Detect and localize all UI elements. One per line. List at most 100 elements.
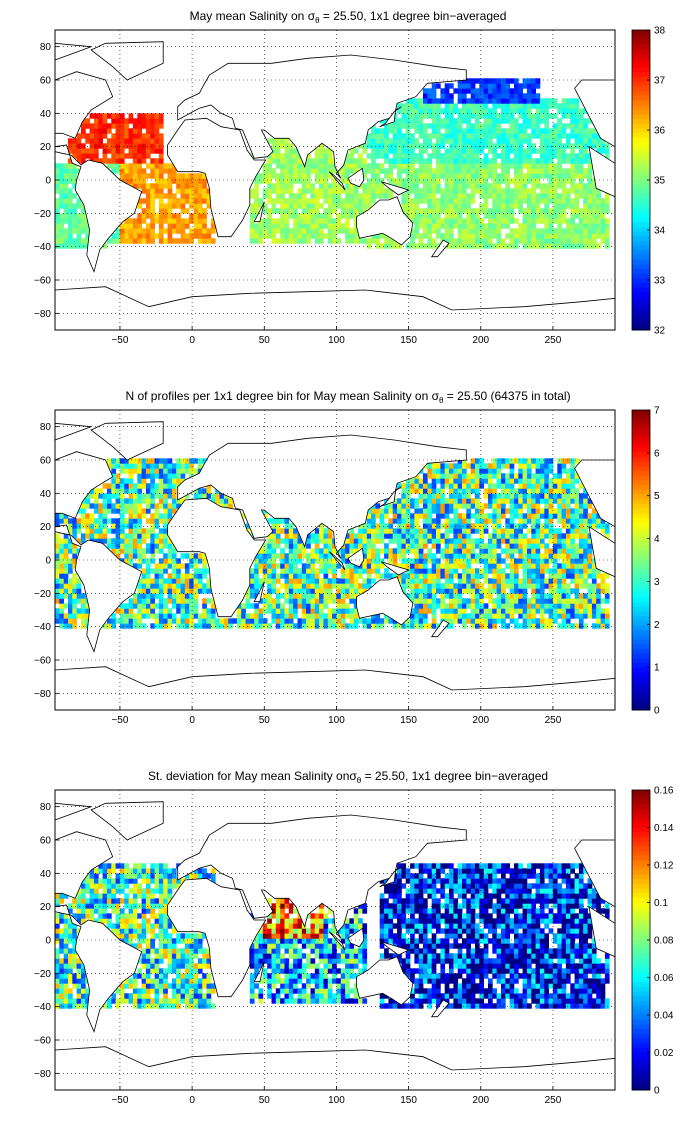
- heatmap-cell: [323, 618, 329, 624]
- heatmap-cell: [444, 153, 450, 159]
- heatmap-cell: [258, 568, 264, 574]
- heatmap-cell: [587, 163, 593, 169]
- heatmap-cell: [145, 548, 151, 554]
- heatmap-cell: [470, 158, 476, 164]
- heatmap-cell: [410, 498, 415, 504]
- heatmap-cell: [501, 463, 506, 469]
- heatmap-cell: [570, 233, 575, 239]
- heatmap-cell: [457, 113, 463, 119]
- heatmap-cell: [94, 113, 99, 119]
- heatmap-cell: [371, 158, 376, 164]
- heatmap-cell: [158, 593, 164, 599]
- heatmap-cell: [180, 563, 186, 569]
- heatmap-cell: [371, 623, 376, 629]
- heatmap-cell: [501, 198, 506, 204]
- heatmap-cell: [94, 128, 99, 134]
- heatmap-cell: [293, 198, 298, 204]
- heatmap-cell: [527, 138, 532, 144]
- heatmap-cell: [358, 238, 363, 244]
- heatmap-cell: [436, 508, 441, 514]
- heatmap-cell: [180, 608, 186, 614]
- heatmap-cell: [414, 583, 420, 589]
- heatmap-cell: [596, 193, 601, 199]
- heatmap-cell: [462, 78, 467, 84]
- heatmap-cell: [388, 173, 394, 179]
- heatmap-cell: [76, 588, 82, 594]
- heatmap-cell: [107, 623, 112, 629]
- heatmap-cell: [501, 218, 506, 224]
- heatmap-cell: [284, 533, 290, 539]
- heatmap-cell: [288, 583, 294, 589]
- heatmap-cell: [427, 513, 433, 519]
- heatmap-cell: [531, 198, 536, 204]
- heatmap-cell: [604, 208, 610, 214]
- heatmap-cell: [518, 463, 523, 469]
- heatmap-cell: [483, 553, 489, 559]
- heatmap-cell: [72, 203, 77, 209]
- heatmap-cell: [440, 573, 446, 579]
- heatmap-cell: [76, 593, 82, 599]
- heatmap-cell: [262, 208, 268, 214]
- heatmap-cell: [189, 188, 194, 194]
- heatmap-cell: [171, 583, 177, 589]
- heatmap-cell: [115, 533, 121, 539]
- heatmap-cell: [358, 568, 363, 574]
- heatmap-cell: [531, 133, 536, 139]
- heatmap-cell: [371, 128, 376, 134]
- heatmap-cell: [509, 533, 515, 539]
- heatmap-cell: [72, 578, 77, 584]
- heatmap-cell: [423, 538, 428, 544]
- heatmap-cell: [72, 173, 77, 179]
- heatmap-cell: [297, 548, 303, 554]
- heatmap-cell: [132, 498, 138, 504]
- heatmap-cell: [262, 203, 268, 209]
- heatmap-cell: [449, 118, 454, 124]
- heatmap-cell: [59, 168, 64, 174]
- heatmap-cell: [466, 618, 471, 624]
- heatmap-cell: [423, 168, 428, 174]
- heatmap-cell: [301, 553, 307, 559]
- heatmap-cell: [591, 188, 597, 194]
- heatmap-cell: [488, 98, 493, 104]
- heatmap-cell: [518, 183, 523, 189]
- heatmap-cell: [336, 613, 342, 619]
- heatmap-cell: [470, 523, 476, 529]
- heatmap-cell: [336, 228, 342, 234]
- heatmap-cell: [427, 553, 433, 559]
- heatmap-cell: [267, 518, 272, 524]
- heatmap-cell: [72, 163, 77, 169]
- heatmap-cell: [68, 593, 73, 599]
- heatmap-cell: [63, 513, 69, 519]
- heatmap-cell: [327, 618, 333, 624]
- heatmap-cell: [137, 203, 142, 209]
- heatmap-cell: [531, 563, 536, 569]
- heatmap-cell: [293, 533, 298, 539]
- colorbar-segment: [632, 86, 650, 92]
- heatmap-cell: [68, 238, 73, 244]
- heatmap-cell: [310, 203, 316, 209]
- heatmap-cell: [371, 613, 376, 619]
- heatmap-cell: [557, 473, 562, 479]
- heatmap-cell: [565, 133, 571, 139]
- heatmap-cell: [444, 563, 450, 569]
- heatmap-cell: [496, 468, 502, 474]
- heatmap-cell: [115, 478, 121, 484]
- heatmap-cell: [132, 488, 138, 494]
- heatmap-cell: [267, 593, 272, 599]
- heatmap-cell: [591, 128, 597, 134]
- heatmap-cell: [444, 238, 450, 244]
- heatmap-cell: [535, 523, 541, 529]
- heatmap-cell: [470, 108, 476, 114]
- heatmap-cell: [379, 193, 385, 199]
- heatmap-cell: [111, 158, 116, 164]
- heatmap-cell: [184, 193, 190, 199]
- heatmap-cell: [371, 528, 376, 534]
- heatmap-cell: [570, 123, 575, 129]
- heatmap-cell: [366, 508, 372, 514]
- heatmap-cell: [492, 498, 497, 504]
- heatmap-cell: [81, 158, 86, 164]
- heatmap-cell: [531, 578, 536, 584]
- heatmap-cell: [137, 133, 142, 139]
- y-tick-label: −20: [34, 209, 51, 220]
- heatmap-cell: [557, 208, 562, 214]
